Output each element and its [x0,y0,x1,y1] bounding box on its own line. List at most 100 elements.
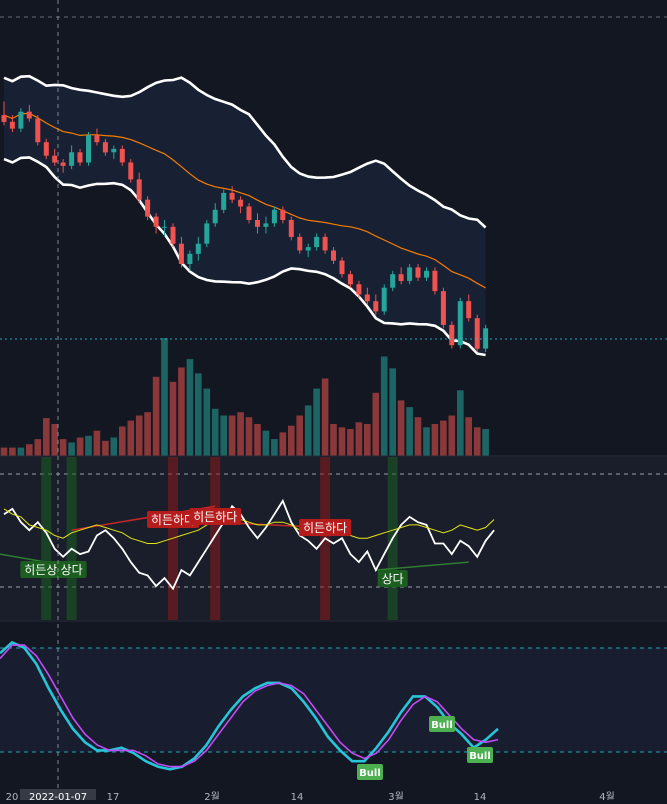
bull-label[interactable]: Bull [357,764,383,780]
volume-bar[interactable] [85,435,92,456]
candle[interactable] [1,101,7,126]
volume-bar[interactable] [457,390,464,456]
divergence-label[interactable]: 상다 [56,561,87,578]
candle[interactable] [347,270,353,288]
candle[interactable] [102,138,108,156]
volume-bar[interactable] [161,338,168,456]
candle[interactable] [339,257,345,278]
candle[interactable] [449,321,455,349]
volume-bar[interactable] [51,424,58,456]
candle[interactable] [314,233,320,251]
volume-bar[interactable] [288,425,295,456]
candle[interactable] [271,206,277,227]
candle[interactable] [305,243,311,258]
candle[interactable] [221,189,227,214]
candle[interactable] [407,264,413,285]
candle[interactable] [162,220,167,237]
volume-bar[interactable] [389,368,396,456]
volume-bar[interactable] [296,415,303,457]
volume-bar[interactable] [0,447,8,456]
rsi-line[interactable] [3,498,495,591]
candle[interactable] [77,148,83,166]
volume-bar[interactable] [313,388,320,456]
candle[interactable] [212,203,218,227]
candle[interactable] [246,203,252,224]
volume-bar[interactable] [330,424,337,456]
candle[interactable] [229,186,235,204]
volume-bar[interactable] [127,420,135,456]
candle[interactable] [18,108,24,132]
volume-bar[interactable] [17,447,25,456]
volume-bar[interactable] [448,415,456,457]
candle[interactable] [136,172,142,204]
candle[interactable] [398,267,404,285]
candle[interactable] [111,145,117,160]
candle[interactable] [94,128,100,146]
volume-bar[interactable] [144,412,151,456]
volume-bar[interactable] [102,440,109,456]
candle[interactable] [43,138,49,160]
candle[interactable] [52,148,58,166]
candle[interactable] [424,267,429,281]
volume-bar[interactable] [195,373,202,456]
candle[interactable] [69,145,75,170]
volume-bar[interactable] [43,418,50,456]
volume-bar[interactable] [279,432,287,456]
bull-label[interactable]: Bull [467,747,493,763]
volume-bar[interactable] [431,424,439,456]
candle[interactable] [178,236,184,268]
divergence-label[interactable]: 히든하다 [299,519,352,536]
volume-bar[interactable] [9,447,16,456]
candle[interactable] [35,115,41,146]
volume-bar[interactable] [482,429,489,456]
volume-bar[interactable] [169,381,177,456]
candle[interactable] [255,213,260,234]
volume-bar[interactable] [473,427,481,456]
volume-bar[interactable] [68,442,75,457]
candle[interactable] [356,280,362,298]
bollinger-lower-line[interactable] [3,156,486,357]
volume-bar[interactable] [93,430,101,456]
candle[interactable] [187,250,193,271]
candle[interactable] [297,233,303,254]
volume-bar[interactable] [380,356,388,457]
volume-bar[interactable] [364,424,371,456]
candle[interactable] [390,270,396,292]
volume-bar[interactable] [237,412,244,456]
candle[interactable] [322,233,328,254]
volume-bar[interactable] [245,417,253,456]
volume-bar[interactable] [465,417,472,456]
volume-bar[interactable] [321,378,329,457]
candle[interactable] [153,213,159,234]
candle[interactable] [238,196,244,214]
volume-bar[interactable] [304,405,312,456]
candle[interactable] [364,287,370,305]
volume-bar[interactable] [347,429,354,456]
candle[interactable] [145,196,151,220]
price-panel[interactable] [0,16,667,457]
volume-bar[interactable] [76,437,84,457]
candle[interactable] [440,287,446,329]
candle[interactable] [474,314,480,352]
volume-bar[interactable] [262,430,270,456]
candle[interactable] [466,294,472,322]
candle[interactable] [415,264,421,281]
volume-bar[interactable] [414,417,422,456]
candle[interactable] [60,159,66,173]
volume-bar[interactable] [423,427,430,456]
volume-bar[interactable] [135,415,143,457]
volume-bar[interactable] [338,427,346,456]
volume-bar[interactable] [152,376,160,456]
volume-bar[interactable] [228,415,236,457]
volume-bar[interactable] [271,439,278,456]
volume-bar[interactable] [59,439,67,456]
candle[interactable] [204,220,210,248]
candle[interactable] [263,216,269,234]
divergence-label[interactable]: 히든하다 [147,511,199,528]
rsi-signal-line[interactable] [3,508,495,544]
stochastic-panel[interactable]: Bull Bull Bull [0,622,667,790]
volume-bar[interactable] [119,426,126,457]
candle[interactable] [9,115,15,132]
volume-bar[interactable] [355,422,363,456]
